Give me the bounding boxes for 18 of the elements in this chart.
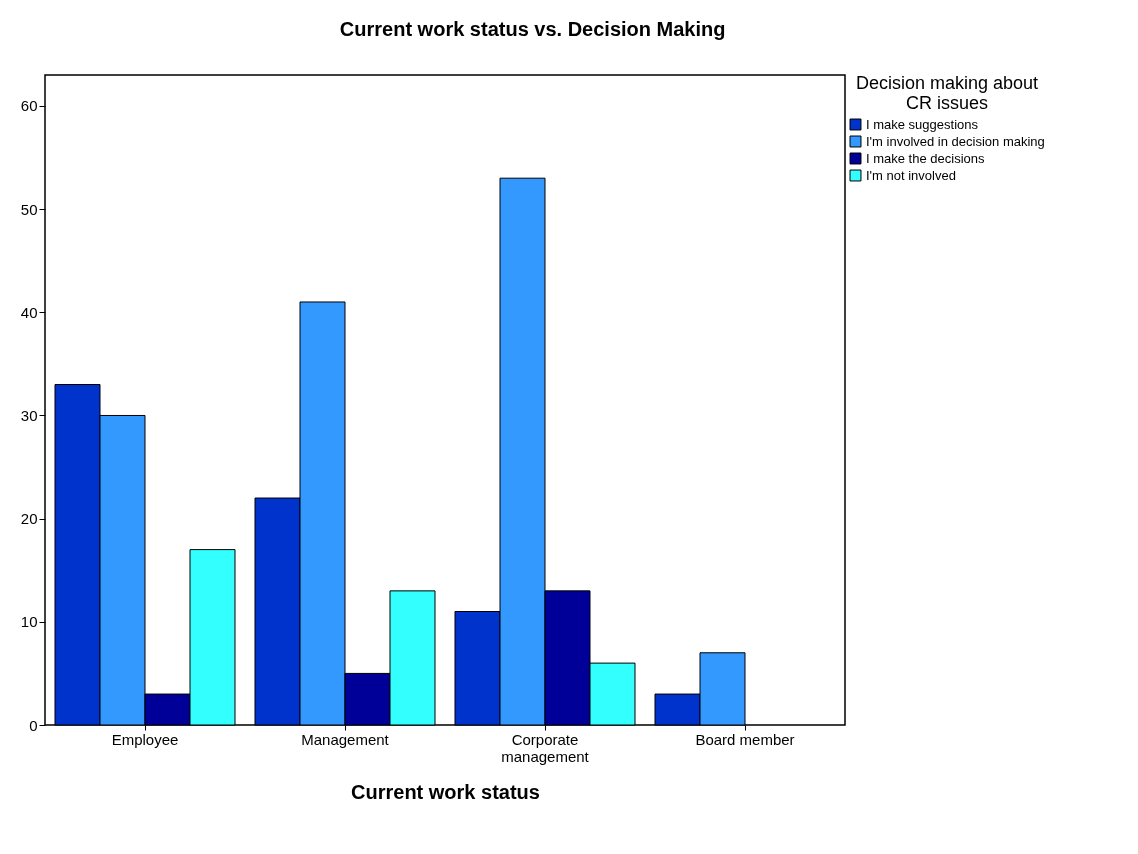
y-tick-label: 40 xyxy=(20,303,38,321)
legend-label: I'm involved in decision making xyxy=(866,133,1045,149)
x-tick-label: Corporate management xyxy=(501,730,590,765)
x-axis-title: Current work status xyxy=(351,780,540,803)
chart-title: Current work status vs. Decision Making xyxy=(339,18,726,40)
y-tick-label: 30 xyxy=(20,406,38,424)
y-tick-label: 50 xyxy=(20,200,38,218)
legend-label: I make suggestions xyxy=(866,116,979,132)
legend-label: I make the decisions xyxy=(866,150,985,166)
legend-title: Decision making about CR issues xyxy=(855,73,1039,113)
y-tick-label: 10 xyxy=(20,613,38,631)
legend-label: I'm not involved xyxy=(866,167,956,183)
y-tick-label: 60 xyxy=(20,97,38,115)
y-tick-label: 0 xyxy=(29,716,38,734)
x-tick-label: Employee xyxy=(111,730,179,748)
x-tick-label: Management xyxy=(301,730,390,748)
x-tick-label: Board member xyxy=(695,730,795,748)
y-tick-label: 20 xyxy=(20,510,38,528)
